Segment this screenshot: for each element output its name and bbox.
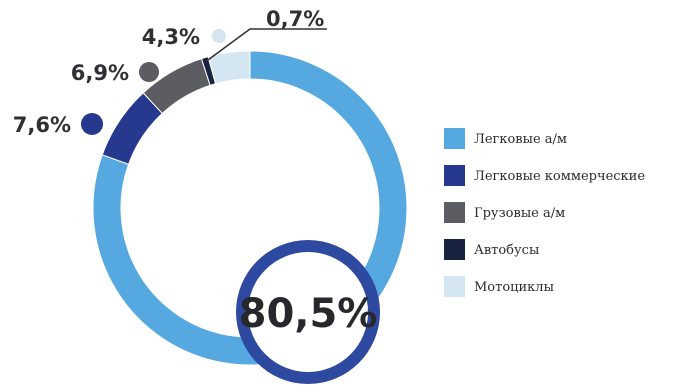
callout-dot-motorcycles	[212, 29, 226, 43]
callout-dot-trucks	[139, 62, 159, 82]
value-label-buses: 0,7%	[266, 7, 324, 31]
donut-slices	[92, 50, 408, 366]
slice-light-vehicles	[92, 50, 408, 366]
highlight-bubble: 80,5%	[236, 240, 380, 384]
value-label-light-commercial: 7,6%	[13, 113, 71, 137]
callout-dot-light-commercial	[81, 113, 103, 135]
value-label-trucks: 6,9%	[71, 61, 129, 85]
highlight-bubble-fill	[248, 252, 368, 372]
legend-swatch-light-vehicles	[444, 128, 465, 149]
slice-callouts: 7,6% 6,9% 4,3% 0,7%	[13, 7, 327, 137]
legend-swatch-buses	[444, 239, 465, 260]
legend-swatch-light-commercial	[444, 165, 465, 186]
legend: Легковые а/м Легковые коммерческие Грузовы…	[444, 128, 645, 297]
value-label-motorcycles: 4,3%	[142, 25, 200, 49]
leader-line-buses	[205, 28, 327, 63]
value-label-light-vehicles: 80,5%	[239, 291, 378, 337]
slice-motorcycles	[207, 50, 251, 85]
legend-label-motorcycles: Мотоциклы	[474, 280, 554, 295]
legend-label-trucks: Грузовые а/м	[474, 206, 565, 221]
legend-swatch-trucks	[444, 202, 465, 223]
legend-swatch-motorcycles	[444, 276, 465, 297]
legend-label-light-vehicles: Легковые а/м	[474, 132, 567, 147]
legend-label-light-commercial: Легковые коммерческие	[474, 169, 645, 184]
legend-label-buses: Автобусы	[474, 243, 539, 258]
